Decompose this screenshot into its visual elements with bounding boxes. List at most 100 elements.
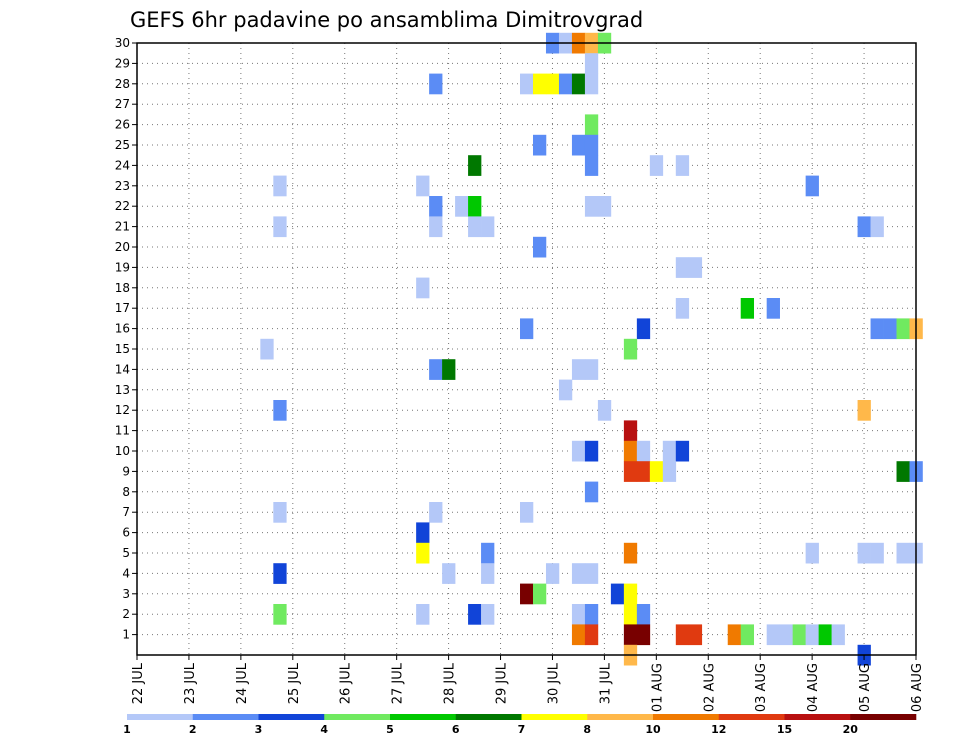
x-tick-label: 26 JUL [339,662,354,704]
x-tick-label: 03 AUG [754,663,769,712]
heatmap-cell [532,73,547,95]
heatmap-cell [623,624,638,646]
heatmap-cell [766,624,780,646]
heatmap-cell [532,134,547,156]
y-tick-label: 16 [115,322,130,336]
heatmap-cell [273,563,287,584]
colorbar-label: 7 [518,723,526,736]
heatmap-cell [429,73,443,95]
heatmap-cell [649,155,664,176]
colorbar-segment [127,714,194,720]
y-tick-label: 14 [115,362,130,376]
y-tick-label: 19 [115,260,130,274]
heatmap-cell [623,604,638,625]
heatmap-cell [610,583,625,605]
heatmap-cell [636,461,651,482]
heatmap-cell [675,298,690,319]
heatmap-cell [468,155,482,176]
y-tick-label: 21 [115,220,130,234]
colorbar-label: 5 [386,723,394,736]
heatmap-cell [792,624,806,646]
heatmap-cell [870,318,884,340]
heatmap-cell [623,420,638,442]
heatmap-cell [558,379,573,401]
heatmap-cell [584,196,599,217]
heatmap-cell [636,624,651,646]
colorbar: 1 2 3 4 5 6 7 8 10 12 15 20 [123,714,917,736]
chart-title: GEFS 6hr padavine po ansamblima Dimitrov… [130,8,643,32]
heatmap-cell [416,175,430,197]
heatmap-cell [662,461,677,482]
y-tick-label: 18 [115,281,130,295]
colorbar-label: 2 [189,723,197,736]
heatmap-cell [584,73,599,95]
colorbar-label: 10 [645,723,661,736]
x-tick-label: 02 AUG [702,663,717,712]
heatmap-cell [896,542,910,564]
heatmap-cell [675,155,690,176]
heatmap-cell [571,563,586,584]
heatmap-cell [584,359,599,380]
heatmap-cell [675,257,690,278]
colorbar-segment [324,714,391,720]
heatmap-cell [805,542,819,564]
heatmap-cell [260,338,274,360]
heatmap-cell [571,359,586,380]
colorbar-label: 1 [123,723,131,736]
y-tick-label: 27 [115,97,130,111]
heatmap-cell [571,604,586,625]
y-tick-label: 13 [115,383,130,397]
heatmap-cell [520,318,534,340]
heatmap-cell [532,583,547,605]
heatmap-cell [532,236,547,258]
y-tick-label: 9 [122,464,130,478]
heatmap-cell [740,624,755,646]
heatmap-cell [662,440,677,462]
y-tick-label: 22 [115,199,130,213]
colorbar-label: 20 [843,723,859,736]
heatmap-cell [429,359,443,380]
heatmap-cell [571,440,586,462]
colorbar-segment [521,714,588,720]
heatmap-cell [857,542,871,564]
heatmap-cell [468,216,482,238]
y-tick-label: 7 [122,505,130,519]
heatmap-cell [597,196,612,217]
colorbar-label: 8 [583,723,591,736]
heatmap-cell [429,216,443,238]
heatmap-cell [623,583,638,605]
heatmap-cell [779,624,793,646]
colorbar-segment [192,714,259,720]
y-axis: 1234567891011121314151617181920212223242… [115,36,137,642]
heatmap-cell [468,604,482,625]
y-tick-label: 11 [115,424,130,438]
heatmap-cell [805,175,819,197]
heatmap-cell [584,134,599,156]
heatmap-cell [636,604,651,625]
plot-frame [136,42,917,656]
colorbar-label: 12 [711,723,726,736]
heatmap-cell [675,440,690,462]
heatmap-cell [831,624,845,646]
heatmap-cell [273,216,287,238]
y-tick-label: 12 [115,403,130,417]
heatmap-cell [623,542,638,564]
x-tick-label: 24 JUL [235,662,250,704]
heatmap-cell [571,134,586,156]
colorbar-label: 4 [320,723,328,736]
heatmap-cell [883,318,897,340]
x-tick-label: 27 JUL [391,662,406,704]
y-tick-label: 25 [115,138,130,152]
x-tick-label: 22 JUL [131,662,146,704]
heatmap-cell [649,461,664,482]
x-tick-label: 01 AUG [650,663,665,712]
heatmap-cell [416,604,430,625]
heatmap-cell [442,563,456,584]
heatmap-cell [870,542,884,564]
heatmap-cell [766,298,780,319]
heatmap-cell [636,318,651,340]
heatmap-cell [740,298,755,319]
heatmap-cell [481,563,495,584]
heatmap-cell [416,277,430,299]
